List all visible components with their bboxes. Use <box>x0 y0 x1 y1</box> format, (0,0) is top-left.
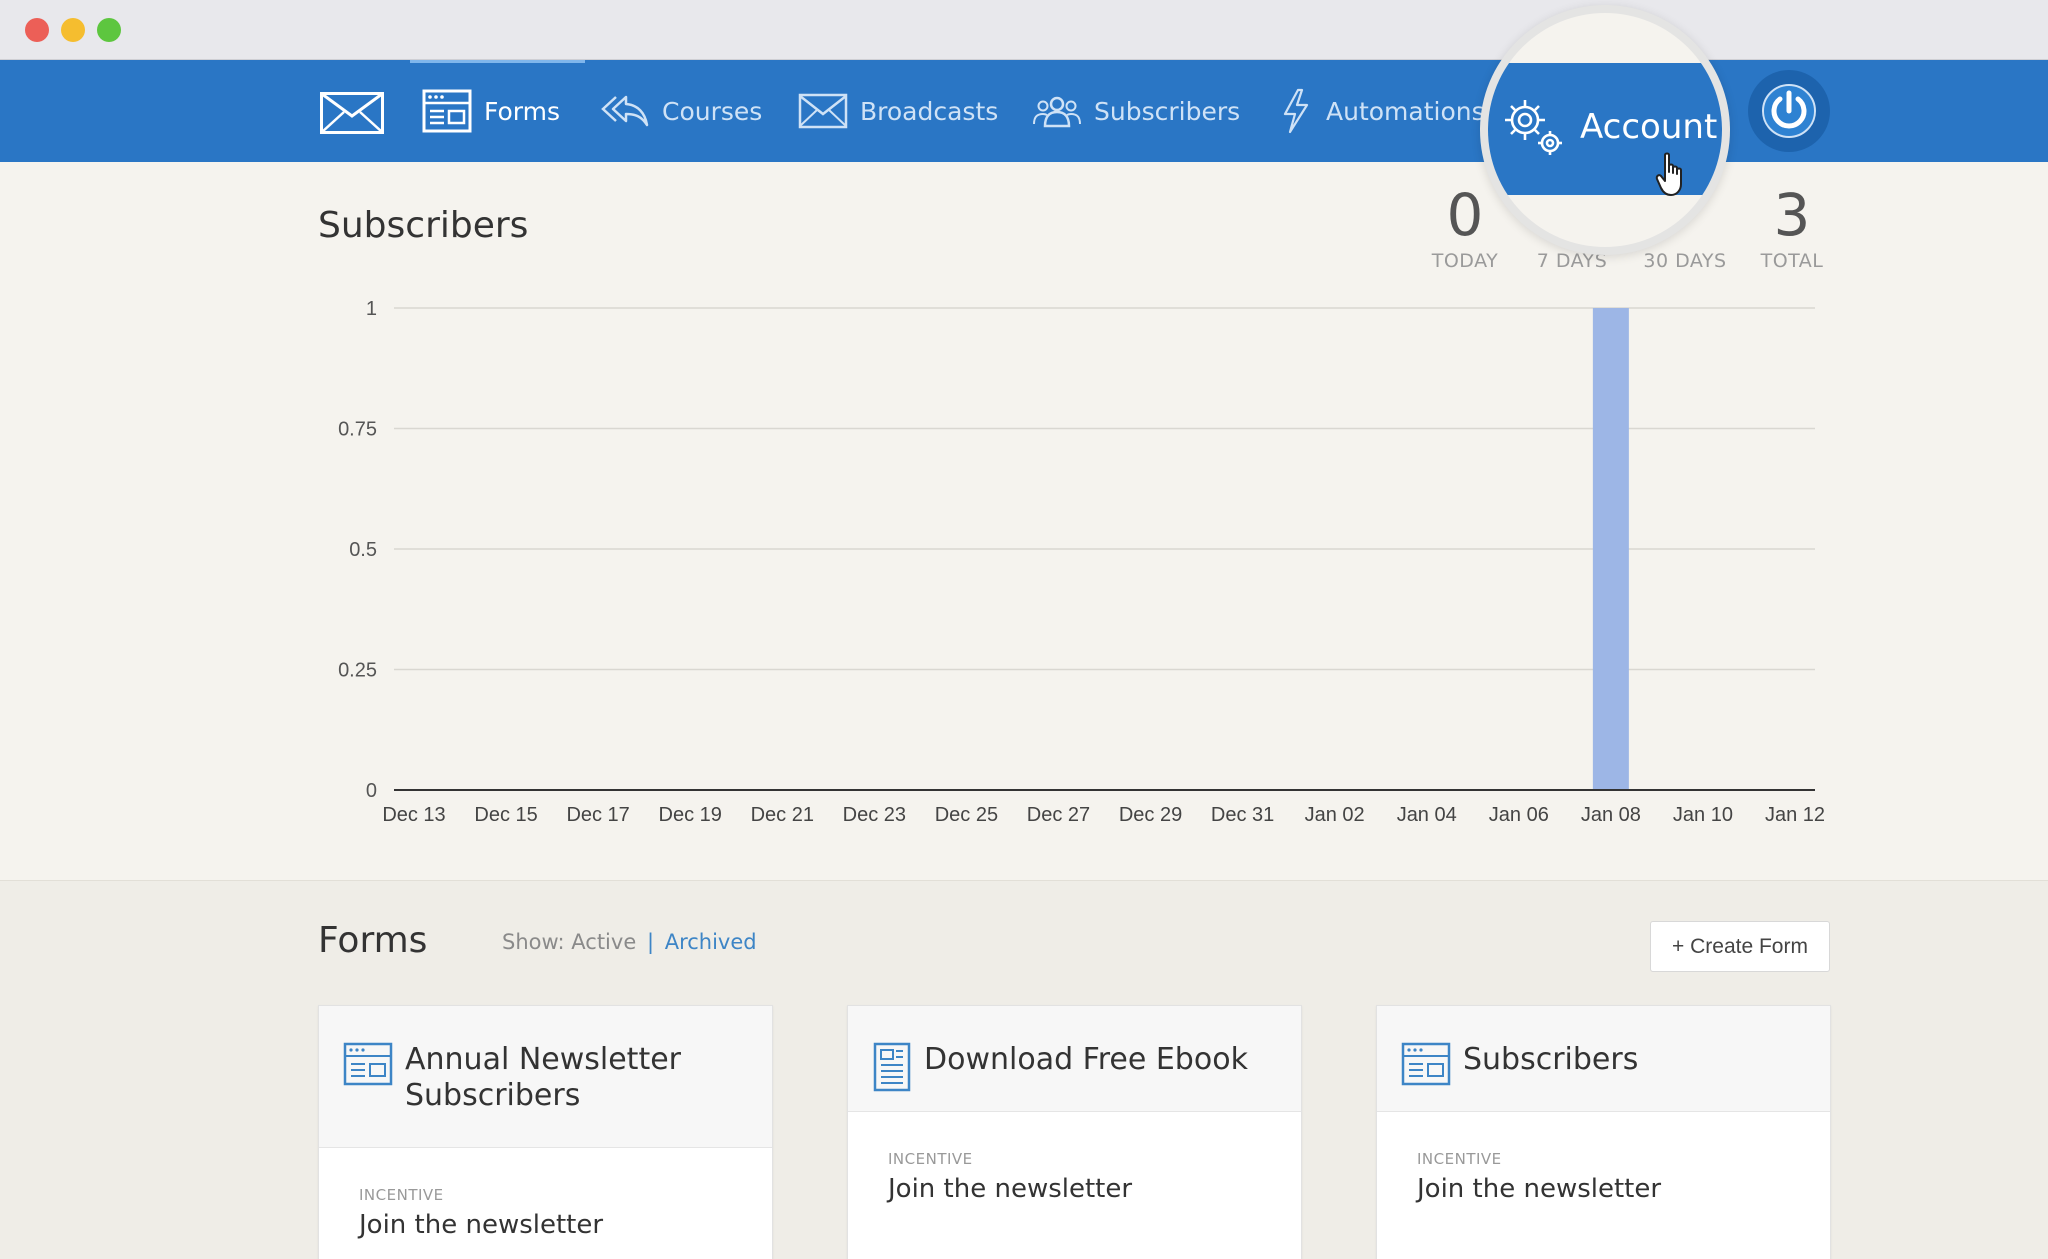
stat-label: 7 DAYS <box>1536 250 1608 272</box>
chart-y-tick-label: 0 <box>366 780 377 802</box>
close-window-button[interactable] <box>25 18 49 42</box>
chart-x-tick-label: Dec 15 <box>474 804 537 826</box>
forms-filter: Show: Active | Archived <box>502 930 757 954</box>
create-form-button[interactable]: + Create Form <box>1650 921 1830 972</box>
form-icon <box>422 89 472 133</box>
users-icon <box>1033 96 1081 128</box>
chart-x-tick-label: Dec 21 <box>751 804 814 826</box>
nav-item-label: Forms <box>484 96 561 126</box>
form-card-title[interactable]: Annual Newsletter Subscribers <box>405 1042 681 1114</box>
top-navbar <box>0 60 2048 162</box>
stat-30-days: 30 DAYS <box>1635 180 1735 272</box>
form-card-title[interactable]: Download Free Ebook <box>924 1042 1248 1078</box>
nav-item-label: Subscribers <box>1094 96 1241 126</box>
chart-x-tick-label: Dec 17 <box>566 804 629 826</box>
envelope-logo-icon[interactable] <box>320 92 384 134</box>
chart-x-tick-label: Jan 08 <box>1581 804 1641 826</box>
subscribers-title: Subscribers <box>318 205 529 246</box>
chart-x-tick-label: Jan 02 <box>1305 804 1365 826</box>
chart-x-tick-label: Dec 31 <box>1211 804 1274 826</box>
filter-archived-link[interactable]: Archived <box>664 930 757 954</box>
stat-value: 3 <box>1773 181 1811 249</box>
chart-y-tick-label: 0.25 <box>338 660 377 682</box>
stat-label: 30 DAYS <box>1643 250 1727 272</box>
nav-item-account[interactable]: Account <box>1500 95 1717 159</box>
hand-cursor-icon <box>1655 152 1682 196</box>
chart-y-tick-label: 1 <box>366 298 377 320</box>
incentive-value: Join the newsletter <box>1417 1174 1662 1204</box>
nav-item-label: Automations <box>1326 96 1485 126</box>
filter-active[interactable]: Active <box>571 930 637 954</box>
chart-x-tick-label: Dec 19 <box>659 804 722 826</box>
incentive-label: INCENTIVE <box>888 1150 973 1168</box>
envelope-icon <box>798 93 848 129</box>
nav-item-forms[interactable]: Forms <box>422 86 560 136</box>
chart-x-tick-label: Dec 23 <box>843 804 906 826</box>
incentive-label: INCENTIVE <box>359 1186 444 1204</box>
chart-x-tick-label: Dec 27 <box>1027 804 1090 826</box>
form-card-title-line: Subscribers <box>405 1078 581 1113</box>
form-card-header: Download Free Ebook <box>848 1006 1301 1112</box>
chart-x-tick-label: Jan 06 <box>1489 804 1549 826</box>
account-label: Account <box>1580 107 1718 147</box>
nav-item-automations[interactable]: Automations <box>1278 86 1485 136</box>
stat-today: 0 TODAY <box>1420 180 1510 272</box>
form-icon <box>1401 1042 1451 1086</box>
form-card-title-line: Download Free Ebook <box>924 1042 1248 1077</box>
filter-prefix: Show: <box>502 930 565 954</box>
stat-7-days: 7 DAYS <box>1528 180 1616 272</box>
stat-total: 3 TOTAL <box>1752 180 1832 272</box>
minimize-window-button[interactable] <box>61 18 85 42</box>
chart-bar <box>1592 308 1629 790</box>
nav-item-label: Broadcasts <box>860 96 999 126</box>
account-magnifier: Account <box>1480 5 1730 255</box>
form-card-body: INCENTIVE Join the newsletter <box>319 1186 772 1240</box>
magnified-navbar <box>1488 63 1722 195</box>
power-button[interactable] <box>1748 70 1830 152</box>
stat-value: 0 <box>1446 181 1484 249</box>
form-card-title-line: Subscribers <box>1463 1042 1639 1077</box>
form-card-title[interactable]: Subscribers <box>1463 1042 1638 1078</box>
chart-y-tick-label: 0.75 <box>338 419 377 441</box>
chart-y-tick-label: 0.5 <box>349 539 377 561</box>
incentive-value: Join the newsletter <box>359 1210 604 1240</box>
reply-all-icon <box>601 95 649 127</box>
chart-x-tick-label: Dec 29 <box>1119 804 1182 826</box>
form-card-header: Annual Newsletter Subscribers <box>319 1006 772 1148</box>
form-card-body: INCENTIVE Join the newsletter <box>1377 1150 1830 1204</box>
stat-label: TODAY <box>1431 250 1499 272</box>
nav-item-courses[interactable]: Courses <box>600 86 762 136</box>
nav-item-broadcasts[interactable]: Broadcasts <box>798 86 998 136</box>
lightning-icon <box>1283 88 1309 134</box>
nav-item-subscribers[interactable]: Subscribers <box>1032 86 1240 136</box>
chart-x-tick-label: Jan 12 <box>1765 804 1825 826</box>
form-card[interactable]: Annual Newsletter Subscribers INCENTIVE … <box>318 1005 773 1259</box>
gears-icon <box>1505 100 1562 155</box>
nav-item-label: Courses <box>662 96 763 126</box>
form-card[interactable]: Download Free Ebook INCENTIVE Join the n… <box>847 1005 1302 1259</box>
form-card-header: Subscribers <box>1377 1006 1830 1112</box>
incentive-value: Join the newsletter <box>888 1174 1133 1204</box>
filter-separator: | <box>646 930 655 954</box>
incentive-label: INCENTIVE <box>1417 1150 1502 1168</box>
form-card-title-line: Annual Newsletter <box>405 1042 681 1077</box>
forms-title: Forms <box>318 920 428 961</box>
chart-x-tick-label: Dec 13 <box>382 804 445 826</box>
power-icon <box>1762 84 1816 138</box>
maximize-window-button[interactable] <box>97 18 121 42</box>
window-titlebar <box>0 0 2048 60</box>
document-icon <box>873 1042 911 1092</box>
stat-label: TOTAL <box>1760 250 1824 272</box>
form-card[interactable]: Subscribers INCENTIVE Join the newslette… <box>1376 1005 1831 1259</box>
form-icon <box>343 1042 393 1086</box>
chart-x-tick-label: Jan 10 <box>1673 804 1733 826</box>
nav-active-indicator <box>410 60 585 63</box>
chart-x-tick-label: Jan 04 <box>1397 804 1457 826</box>
form-card-body: INCENTIVE Join the newsletter <box>848 1150 1301 1204</box>
subscribers-chart: 0 0.25 0.5 0.75 1 Dec 13 Dec 15 Dec 17 Dec 19 Dec… <box>338 298 1825 826</box>
chart-x-tick-label: Dec 25 <box>935 804 998 826</box>
